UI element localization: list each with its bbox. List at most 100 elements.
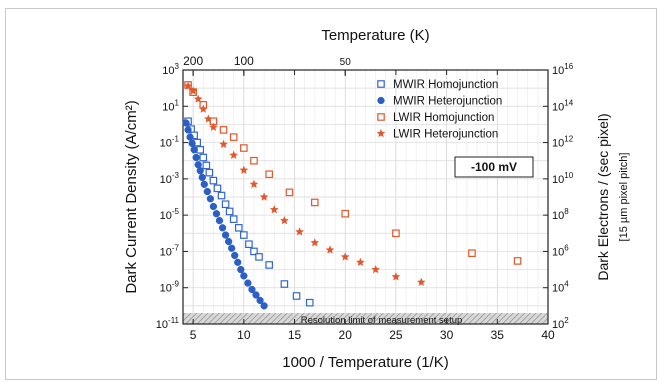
legend-label: MWIR Homojunction: [393, 79, 498, 91]
data-point-circle: [260, 302, 268, 310]
data-point-circle: [240, 272, 248, 280]
data-point-square: [311, 198, 319, 207]
data-point-star: [193, 94, 203, 103]
data-point-circle: [200, 180, 208, 188]
x-tick-label: 15: [288, 328, 302, 342]
y-tick-label-left: 10-7: [160, 243, 180, 258]
data-point-star: [310, 238, 320, 247]
data-point-star: [269, 205, 279, 214]
data-point-star: [416, 277, 426, 286]
legend: MWIR Homojunction MWIR Heterojunction LWIR…: [376, 79, 534, 178]
grid-layer: [182, 69, 549, 325]
data-point-square: [202, 161, 211, 170]
y-tick-label-right: 1014: [552, 98, 574, 113]
data-point-square: [199, 153, 208, 162]
top-tick-label: 50: [340, 57, 352, 68]
data-point-circle: [196, 167, 204, 175]
data-point-circle: [190, 146, 198, 154]
y-tick-label-left: 10-3: [160, 171, 180, 186]
x-tick-label: 20: [339, 328, 353, 342]
data-point-square: [217, 191, 226, 200]
data-point-square: [255, 253, 263, 261]
data-point-square: [209, 176, 218, 185]
x-tick-label: 10: [237, 328, 251, 342]
data-point-star: [259, 192, 269, 201]
data-point-square: [468, 249, 476, 257]
data-point-star: [295, 227, 304, 236]
y-tick-label-left: 103: [162, 62, 179, 77]
data-point-circle: [212, 210, 221, 218]
data-point-circle: [231, 251, 239, 260]
x-tick-label: 40: [541, 328, 555, 342]
data-point-square: [225, 207, 234, 216]
data-point-circle: [224, 237, 233, 246]
axes-layer: 5 10 15 20 25 30 35 40 10-11 10-9 10-7 10-5 10-3 10-1…: [156, 54, 574, 342]
bias-annotation-text: -100 mV: [471, 160, 517, 174]
data-point-square: [265, 170, 273, 179]
data-point-circle: [198, 173, 206, 182]
legend-label: LWIR Heterojunction: [393, 129, 498, 141]
data-point-square: [285, 188, 294, 197]
series-mwir-heterojunction: [182, 119, 268, 310]
data-point-circle: [182, 119, 190, 127]
data-point-star: [325, 245, 335, 254]
data-point-circle: [252, 291, 260, 299]
y-tick-label-left: 101: [162, 98, 179, 113]
data-point-square: [213, 184, 222, 193]
data-point-square: [229, 215, 238, 223]
y-tick-label-right: 1012: [552, 135, 574, 150]
bias-annotation-box: [454, 156, 534, 178]
data-point-square: [234, 224, 243, 232]
plot-frame: [182, 69, 549, 325]
data-point-square: [280, 280, 289, 288]
data-point-square: [219, 126, 228, 134]
y-tick-label-right: 102: [552, 316, 569, 331]
data-point-circle: [203, 187, 211, 196]
y-tick-label-right: 104: [552, 280, 569, 295]
data-point-star: [280, 216, 289, 225]
data-point-square: [265, 261, 273, 269]
data-point-star: [203, 114, 213, 123]
y-tick-label-left: 10-5: [160, 207, 180, 222]
y-tick-label-right: 1010: [552, 171, 574, 186]
data-point-circle: [186, 133, 194, 141]
data-point-circle: [228, 244, 236, 252]
data-point-circle: [209, 202, 218, 211]
top-tick-label: 200: [183, 54, 203, 68]
data-point-circle: [256, 296, 264, 305]
top-tick-label: 100: [234, 54, 254, 68]
data-point-circle: [218, 224, 227, 232]
y-axis-title-right: Dark Electrons / (sec pixel): [595, 113, 611, 280]
data-point-circle: [221, 231, 230, 239]
data-point-circle: [184, 126, 192, 134]
axis-labels-layer: 1000 / Temperature (1/K) Temperature (K) D…: [123, 27, 630, 371]
x-axis-title: 1000 / Temperature (1/K): [282, 354, 448, 371]
data-point-star: [356, 257, 365, 267]
data-point-circle: [248, 285, 256, 294]
y-tick-label-left: 10-9: [160, 280, 180, 295]
series-lwir-heterojunction: [183, 81, 426, 286]
data-point-square: [245, 240, 253, 249]
data-point-square: [305, 298, 314, 307]
data-point-circle: [234, 258, 242, 267]
data-point-square: [229, 133, 238, 141]
data-point-square: [250, 247, 258, 256]
data-point-circle: [377, 96, 385, 105]
data-point-star: [198, 104, 208, 113]
data-point-square: [341, 209, 350, 218]
data-point-square: [250, 156, 258, 165]
data-point-star: [188, 86, 198, 95]
resolution-limit-band: [183, 313, 548, 324]
y-axis-subtitle-right: [15 µm pixel pitch]: [618, 153, 630, 242]
x-tick-label: 25: [389, 328, 403, 342]
y-axis-title-left: Dark Current Density (A/cm²): [123, 100, 140, 293]
data-point-star: [371, 264, 380, 274]
legend-label: LWIR Homojunction: [393, 112, 494, 124]
data-point-star: [376, 128, 386, 138]
data-point-square: [240, 144, 248, 152]
data-point-star: [239, 165, 249, 174]
top-axis-title: Temperature (K): [321, 27, 429, 44]
data-point-star: [391, 272, 401, 281]
resolution-limit-label: Resolution limit of measurement setup: [301, 315, 463, 326]
